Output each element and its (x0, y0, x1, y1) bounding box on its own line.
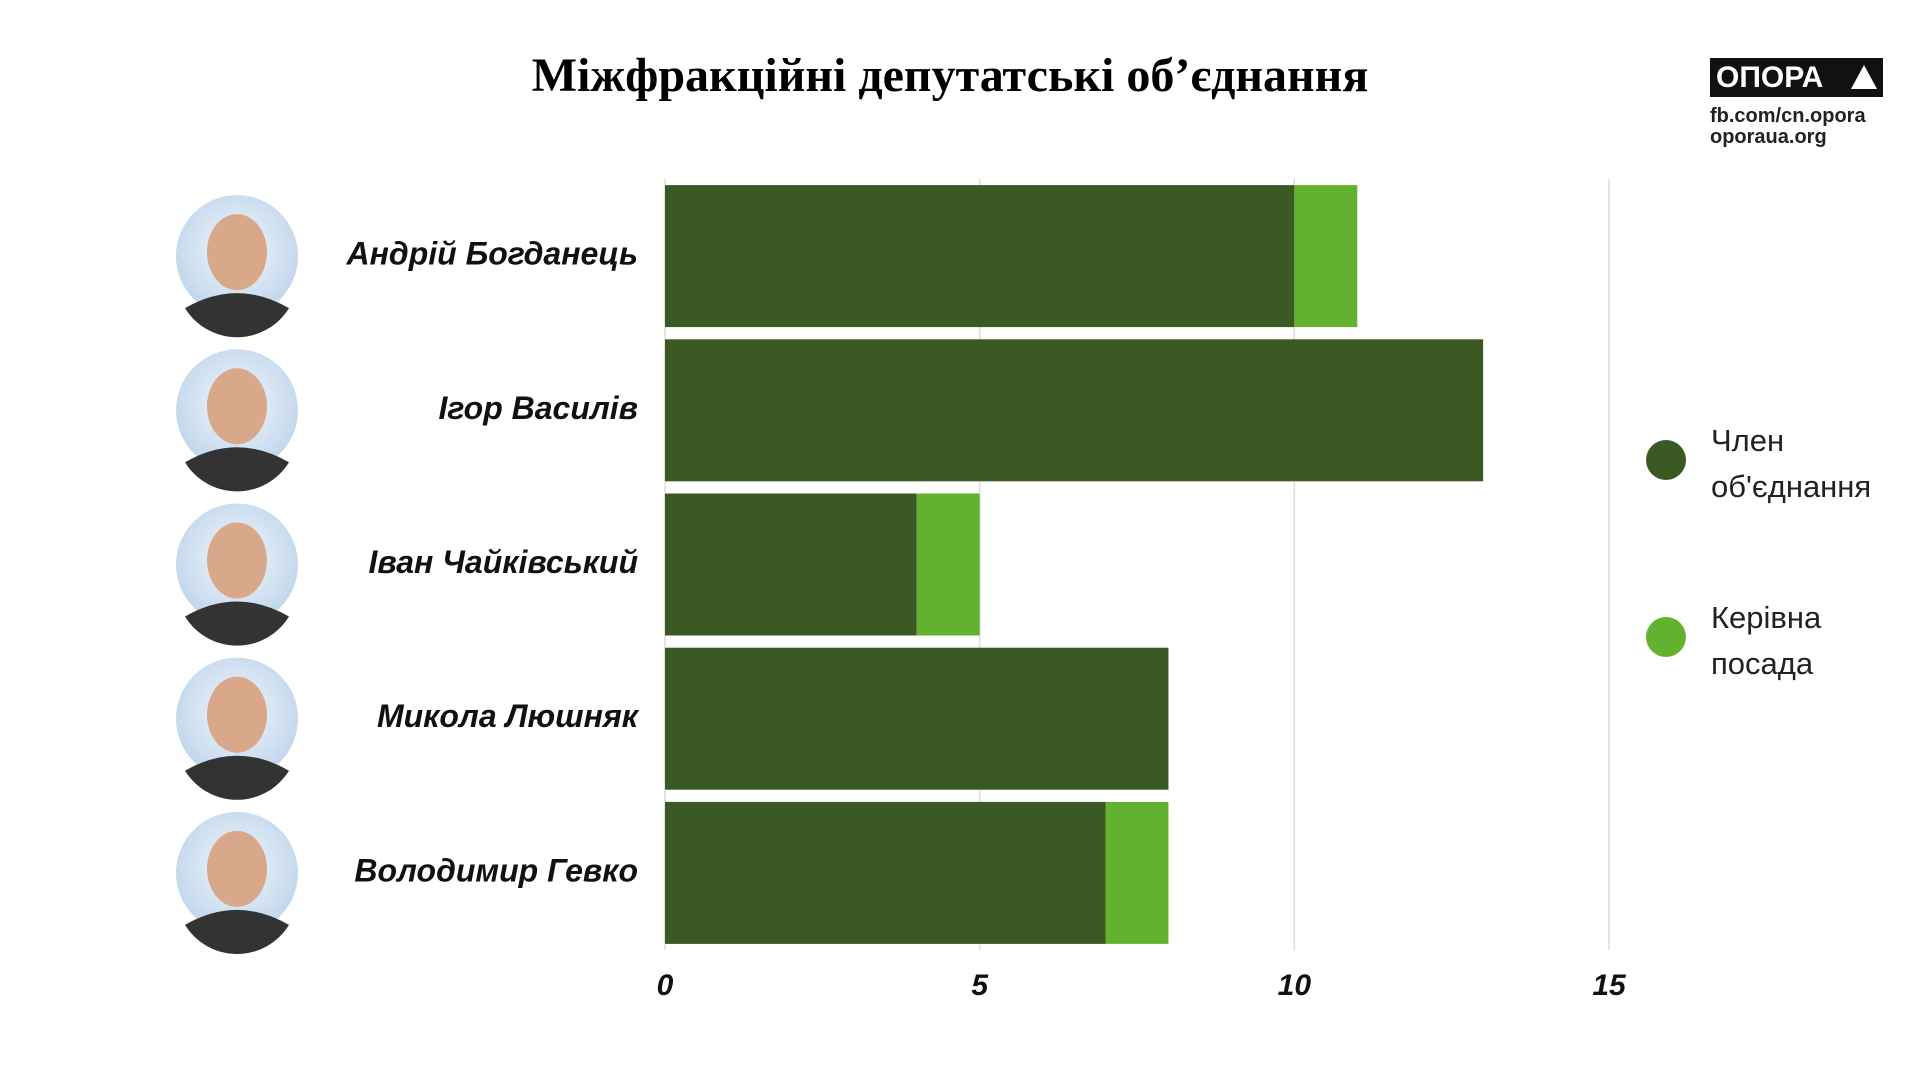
x-tick-label: 5 (971, 969, 989, 1002)
photo-shoulders (185, 447, 289, 492)
bar-segment (665, 185, 1295, 328)
photo-face (207, 830, 267, 907)
category-label: Іван Чайківський (368, 544, 638, 580)
photo (176, 657, 298, 800)
category-label: Микола Люшняк (377, 698, 640, 734)
logo-link: fb.com/cn.opora (1710, 105, 1866, 127)
category-label: Андрій Богданець (345, 236, 638, 272)
bar-segment (665, 801, 1106, 944)
photo (176, 503, 298, 646)
photo-face (207, 522, 267, 599)
photo-face (207, 676, 267, 753)
bar-segment (1105, 801, 1169, 944)
photo-shoulders (185, 601, 289, 646)
bar-segment (665, 339, 1484, 482)
logo-name: ОПОРА (1716, 61, 1824, 94)
photo-shoulders (185, 755, 289, 800)
legend-marker (1646, 617, 1686, 657)
bar-segment (665, 493, 917, 636)
photo (176, 195, 298, 338)
photo-shoulders (185, 909, 289, 955)
bar-segment (916, 493, 980, 636)
legend-label: Керівна посада (1711, 600, 1822, 681)
x-tick-label: 10 (1278, 969, 1312, 1002)
chart-title: Міжфракційні депутатські об’єднання (532, 49, 1369, 102)
category-label: Володимир Гевко (354, 852, 638, 888)
bar-segment (665, 647, 1169, 790)
photo-face (207, 368, 267, 445)
photo (176, 811, 298, 955)
photo-shoulders (185, 293, 289, 338)
category-label: Ігор Василів (438, 390, 638, 426)
logo: ОПОРА (1710, 58, 1883, 97)
logo-links: fb.com/cn.opora oporaua.org (1710, 106, 1866, 148)
x-tick-label: 0 (657, 969, 674, 1002)
bar-segment (1294, 185, 1358, 328)
legend-label: Член об'єднання (1711, 423, 1872, 504)
photo (176, 349, 298, 492)
photo-face (207, 214, 267, 291)
logo-triangle (1851, 65, 1877, 89)
logo-link: oporaua.org (1710, 126, 1827, 148)
legend-marker (1646, 440, 1686, 480)
x-tick-label: 15 (1592, 969, 1627, 1002)
